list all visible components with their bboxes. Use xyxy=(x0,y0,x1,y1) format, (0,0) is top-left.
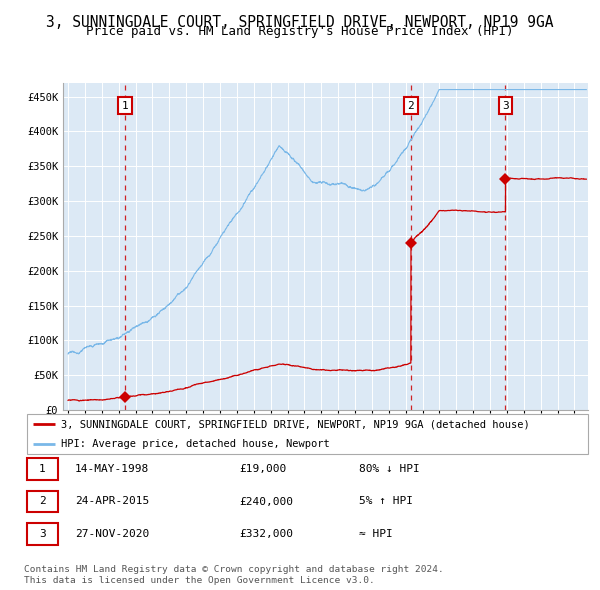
Text: 3: 3 xyxy=(502,100,509,110)
Text: 3: 3 xyxy=(39,529,46,539)
Text: 14-MAY-1998: 14-MAY-1998 xyxy=(75,464,149,474)
Text: 3, SUNNINGDALE COURT, SPRINGFIELD DRIVE, NEWPORT, NP19 9GA (detached house): 3, SUNNINGDALE COURT, SPRINGFIELD DRIVE,… xyxy=(61,419,530,430)
Text: Price paid vs. HM Land Registry's House Price Index (HPI): Price paid vs. HM Land Registry's House … xyxy=(86,25,514,38)
Text: £332,000: £332,000 xyxy=(239,529,293,539)
FancyBboxPatch shape xyxy=(27,414,587,454)
Text: 3, SUNNINGDALE COURT, SPRINGFIELD DRIVE, NEWPORT, NP19 9GA: 3, SUNNINGDALE COURT, SPRINGFIELD DRIVE,… xyxy=(46,15,554,30)
Text: 24-APR-2015: 24-APR-2015 xyxy=(75,497,149,506)
FancyBboxPatch shape xyxy=(27,523,58,545)
Text: £19,000: £19,000 xyxy=(239,464,287,474)
Text: 2: 2 xyxy=(39,497,46,506)
Text: 2: 2 xyxy=(407,100,414,110)
Text: ≈ HPI: ≈ HPI xyxy=(359,529,392,539)
Text: 27-NOV-2020: 27-NOV-2020 xyxy=(75,529,149,539)
Text: 80% ↓ HPI: 80% ↓ HPI xyxy=(359,464,419,474)
FancyBboxPatch shape xyxy=(27,491,58,512)
Text: 1: 1 xyxy=(39,464,46,474)
Text: 1: 1 xyxy=(122,100,128,110)
Text: Contains HM Land Registry data © Crown copyright and database right 2024.
This d: Contains HM Land Registry data © Crown c… xyxy=(24,565,444,585)
Text: 5% ↑ HPI: 5% ↑ HPI xyxy=(359,497,413,506)
Text: £240,000: £240,000 xyxy=(239,497,293,506)
Text: HPI: Average price, detached house, Newport: HPI: Average price, detached house, Newp… xyxy=(61,439,329,449)
FancyBboxPatch shape xyxy=(27,458,58,480)
